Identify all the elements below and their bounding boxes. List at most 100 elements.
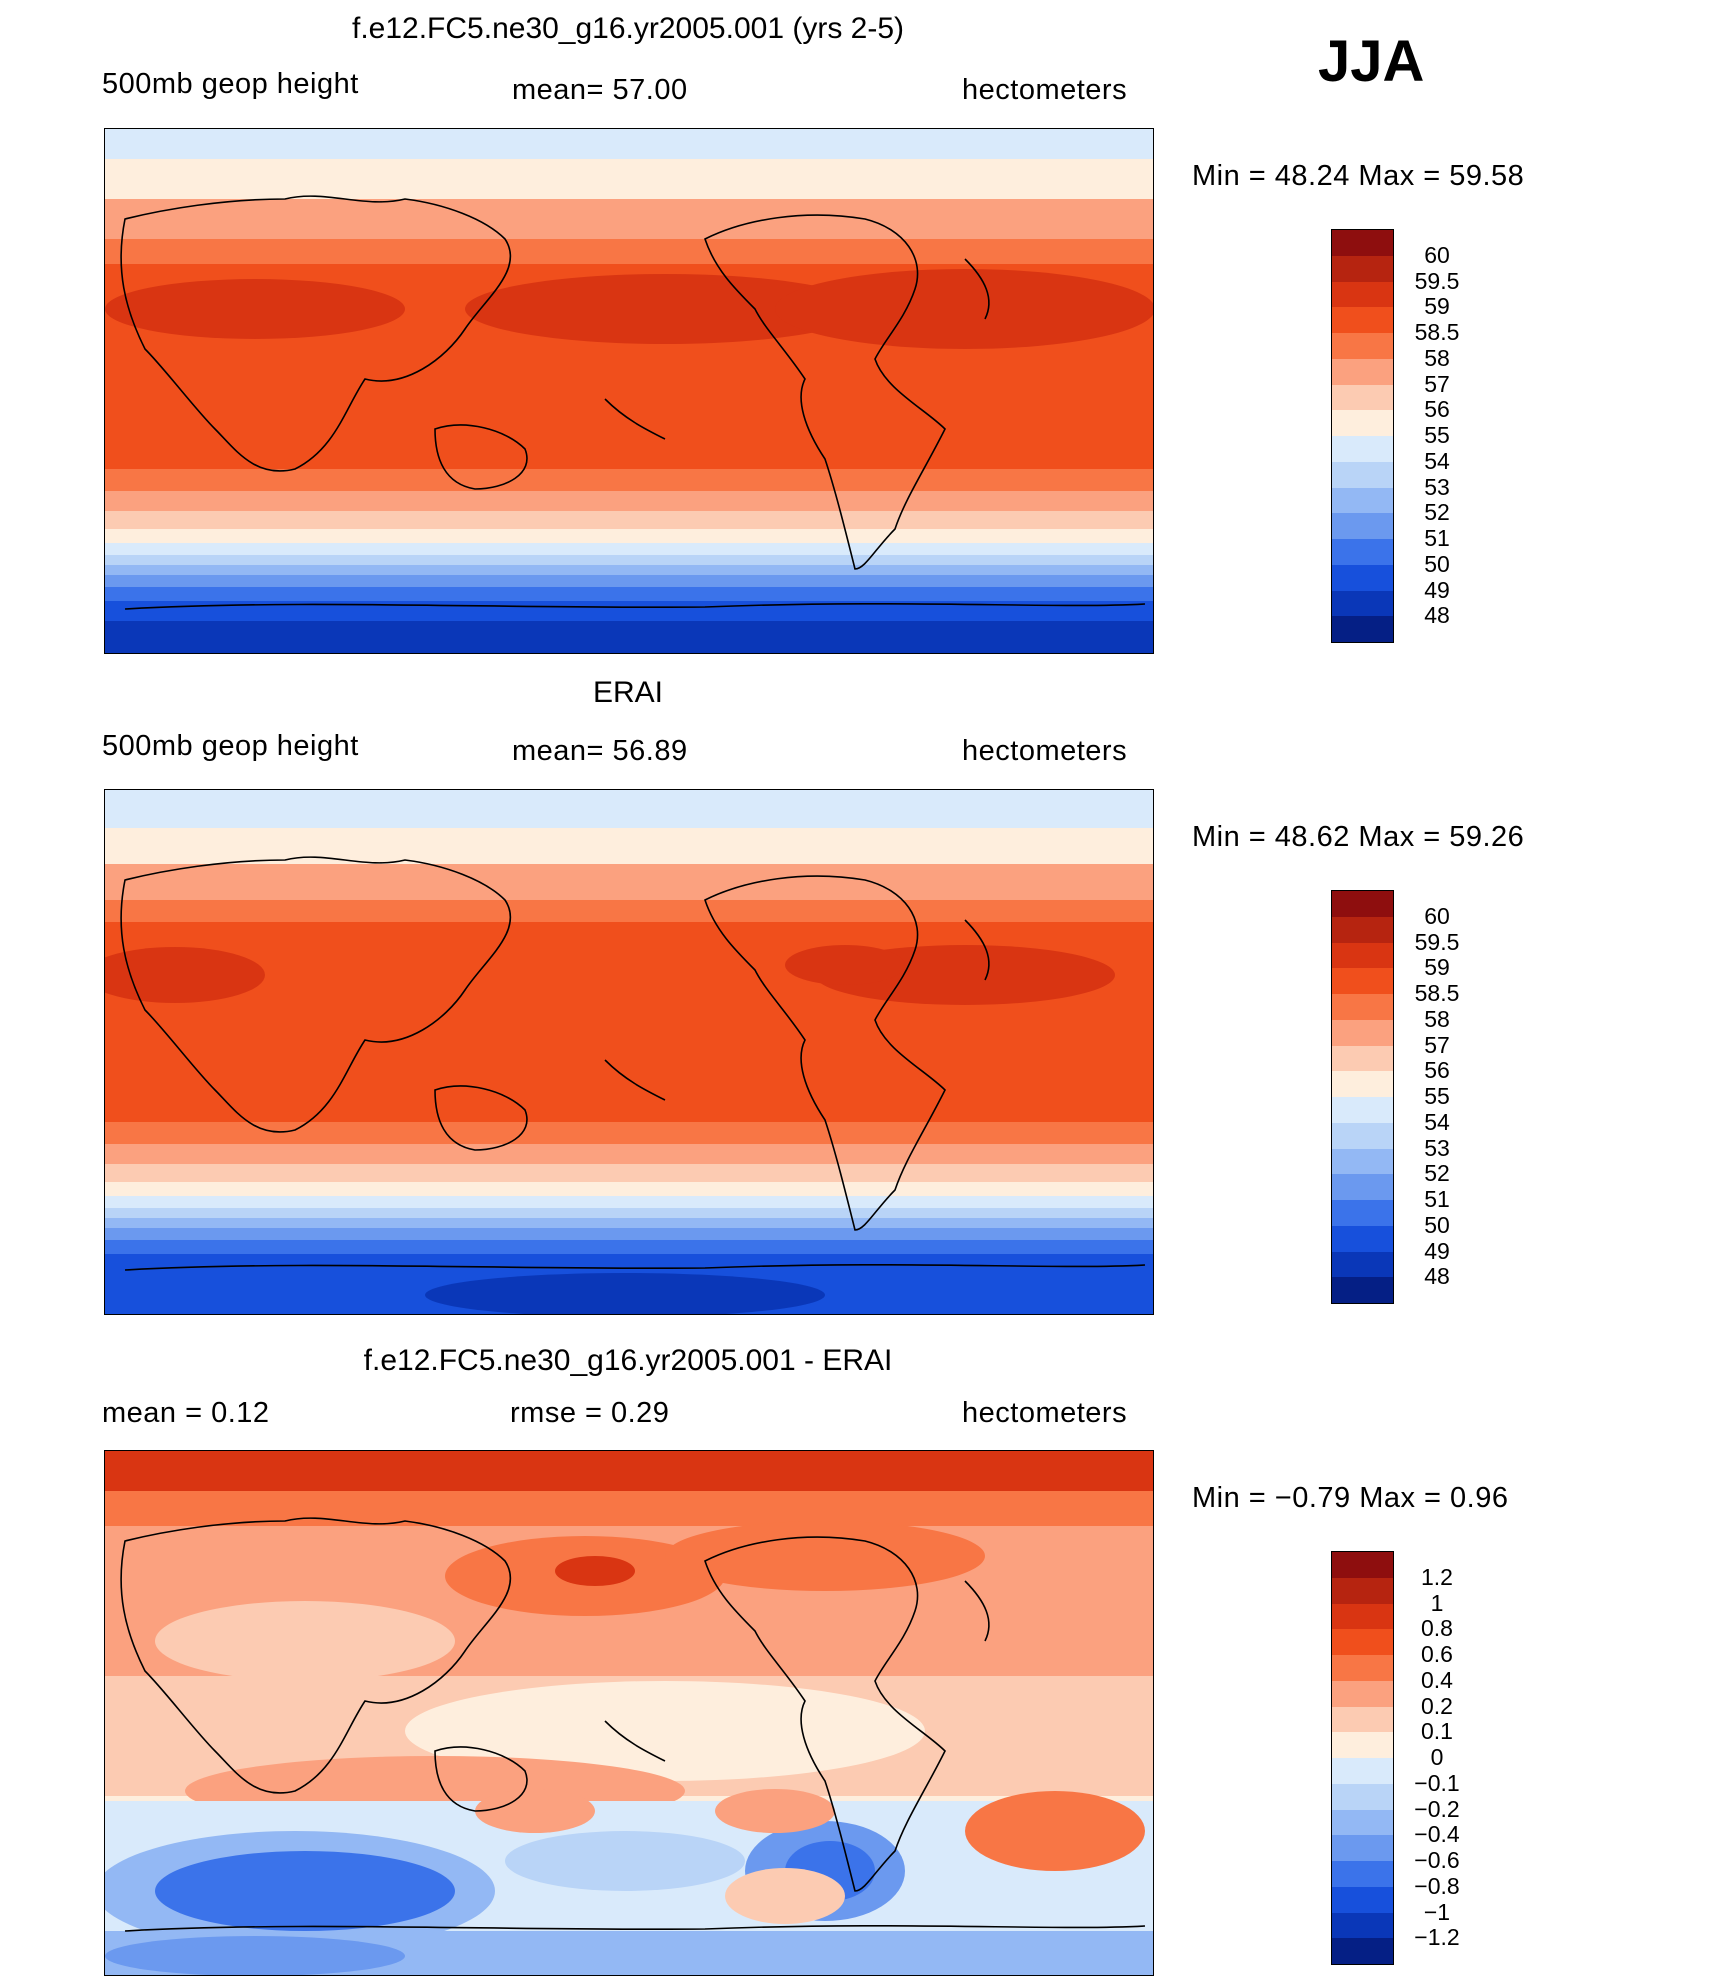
colorbar-swatch bbox=[1332, 1655, 1393, 1682]
colorbar-tick-label: 48 bbox=[1424, 1263, 1450, 1290]
colorbar-swatch bbox=[1332, 1629, 1393, 1656]
colorbar-tick-label: 57 bbox=[1424, 1031, 1450, 1058]
colorbar-tick-label: 48 bbox=[1424, 602, 1450, 629]
colorbar-swatch bbox=[1332, 333, 1393, 360]
colorbar-tick-label: 53 bbox=[1424, 473, 1450, 500]
colorbar bbox=[1331, 890, 1394, 1304]
colorbar-swatch bbox=[1332, 1200, 1393, 1227]
colorbar-tick-label: 56 bbox=[1424, 1057, 1450, 1084]
colorbar-swatch bbox=[1332, 1045, 1393, 1073]
colorbar-swatch bbox=[1332, 1019, 1393, 1047]
colorbar-tick-label: 60 bbox=[1424, 241, 1450, 268]
colorbar-swatch bbox=[1332, 281, 1393, 309]
season-label: JJA bbox=[1318, 29, 1425, 94]
colorbar-tick-label: 59 bbox=[1424, 293, 1450, 320]
colorbar-tick-label: 50 bbox=[1424, 550, 1450, 577]
colorbar-tick-label: 58.5 bbox=[1414, 319, 1460, 345]
colorbar-tick-label: 52 bbox=[1424, 1160, 1450, 1187]
colorbar-swatch bbox=[1332, 1706, 1393, 1734]
colorbar-swatch bbox=[1332, 1174, 1393, 1201]
colorbar-tick-label: 54 bbox=[1424, 447, 1450, 474]
colorbar-swatch bbox=[1332, 1912, 1393, 1940]
colorbar-tick-label: −0.4 bbox=[1414, 1821, 1460, 1848]
colorbar-tick-label: 0.2 bbox=[1421, 1692, 1453, 1719]
colorbar-tick-label: 52 bbox=[1424, 499, 1450, 526]
mean-label: mean = 0.12 bbox=[102, 1397, 270, 1429]
colorbar-swatch bbox=[1332, 1861, 1393, 1888]
colorbar-swatch bbox=[1332, 513, 1393, 540]
colorbar-tick-label: 59.5 bbox=[1414, 267, 1460, 294]
colorbar-swatch bbox=[1332, 1277, 1393, 1303]
colorbar-tick-label: 1 bbox=[1430, 1589, 1444, 1616]
colorbar-tick-label: 58.5 bbox=[1414, 980, 1460, 1006]
colorbar-swatch bbox=[1332, 1577, 1393, 1605]
units-label: hectometers bbox=[962, 735, 1128, 767]
min-max-label: Min = 48.62 Max = 59.26 bbox=[1192, 821, 1525, 853]
colorbar-swatch bbox=[1332, 1886, 1393, 1914]
colorbar-tick-label: 1.2 bbox=[1421, 1563, 1453, 1590]
colorbar-tick-label: 50 bbox=[1424, 1211, 1450, 1238]
colorbar-swatch bbox=[1332, 1552, 1393, 1579]
colorbar-swatch bbox=[1332, 1071, 1393, 1098]
rmse-label: rmse = 0.29 bbox=[510, 1397, 670, 1429]
colorbar-swatch bbox=[1332, 994, 1393, 1021]
panel-title: f.e12.FC5.ne30_g16.yr2005.001 (yrs 2-5) bbox=[352, 12, 904, 45]
colorbar-swatch bbox=[1332, 1680, 1393, 1708]
map-plot bbox=[104, 1450, 1154, 1976]
units-label: hectometers bbox=[962, 74, 1128, 106]
colorbar-tick-label: 54 bbox=[1424, 1108, 1450, 1135]
min-max-label: Min = 48.24 Max = 59.58 bbox=[1192, 160, 1525, 192]
panel-title: ERAI bbox=[592, 676, 664, 709]
colorbar-tick-label: 49 bbox=[1424, 576, 1450, 603]
colorbar-swatch bbox=[1332, 916, 1393, 944]
colorbar-tick-label: 58 bbox=[1424, 344, 1450, 371]
colorbar-swatch bbox=[1332, 1148, 1393, 1176]
colorbar-swatch bbox=[1332, 1097, 1393, 1124]
colorbar-swatch bbox=[1332, 1758, 1393, 1785]
colorbar-tick-label: 51 bbox=[1424, 525, 1450, 551]
colorbar-swatch bbox=[1332, 410, 1393, 437]
colorbar-swatch bbox=[1332, 616, 1393, 642]
colorbar-swatch bbox=[1332, 1122, 1393, 1150]
colorbar-tick-label: −0.6 bbox=[1414, 1847, 1460, 1873]
colorbar-swatch bbox=[1332, 255, 1393, 283]
colorbar-tick-label: 59.5 bbox=[1414, 928, 1460, 955]
colorbar-swatch bbox=[1332, 1809, 1393, 1837]
colorbar-tick-label: 49 bbox=[1424, 1237, 1450, 1264]
colorbar-swatch bbox=[1332, 968, 1393, 995]
colorbar-tick-label: 57 bbox=[1424, 370, 1450, 397]
colorbar-tick-label: 59 bbox=[1424, 954, 1450, 981]
colorbar-tick-label: −1 bbox=[1423, 1898, 1451, 1925]
colorbar-swatch bbox=[1332, 1938, 1393, 1964]
colorbar-tick-label: 0.1 bbox=[1421, 1718, 1453, 1745]
colorbar-tick-label: 56 bbox=[1424, 396, 1450, 423]
units-label: hectometers bbox=[962, 1397, 1128, 1429]
colorbar-swatch bbox=[1332, 436, 1393, 463]
colorbar-swatch bbox=[1332, 1603, 1393, 1631]
colorbar-swatch bbox=[1332, 307, 1393, 334]
map-plot bbox=[104, 128, 1154, 654]
colorbar-swatch bbox=[1332, 942, 1393, 970]
colorbar-tick-label: −0.1 bbox=[1414, 1769, 1460, 1796]
colorbar-swatch bbox=[1332, 230, 1393, 257]
colorbar-swatch bbox=[1332, 1251, 1393, 1279]
colorbar-tick-label: 55 bbox=[1424, 422, 1450, 448]
colorbar-tick-label: −0.2 bbox=[1414, 1795, 1460, 1822]
colorbar bbox=[1331, 1551, 1394, 1965]
colorbar-tick-label: −1.2 bbox=[1414, 1924, 1460, 1951]
colorbar-swatch bbox=[1332, 590, 1393, 618]
colorbar-tick-label: 60 bbox=[1424, 902, 1450, 929]
colorbar-tick-label: 0 bbox=[1430, 1744, 1444, 1770]
colorbar-tick-label: 53 bbox=[1424, 1134, 1450, 1161]
panel-title: f.e12.FC5.ne30_g16.yr2005.001 - ERAI bbox=[363, 1344, 893, 1377]
colorbar-tick-label: 58 bbox=[1424, 1005, 1450, 1032]
colorbar-tick-label: −0.8 bbox=[1414, 1872, 1460, 1899]
field-label: 500mb geop height bbox=[102, 68, 359, 100]
field-label: 500mb geop height bbox=[102, 730, 359, 762]
colorbar-swatch bbox=[1332, 1732, 1393, 1759]
colorbar-tick-label: 0.6 bbox=[1421, 1641, 1453, 1667]
mean-label: mean= 56.89 bbox=[512, 735, 688, 767]
colorbar-swatch bbox=[1332, 891, 1393, 918]
colorbar-swatch bbox=[1332, 487, 1393, 515]
colorbar-swatch bbox=[1332, 1783, 1393, 1811]
